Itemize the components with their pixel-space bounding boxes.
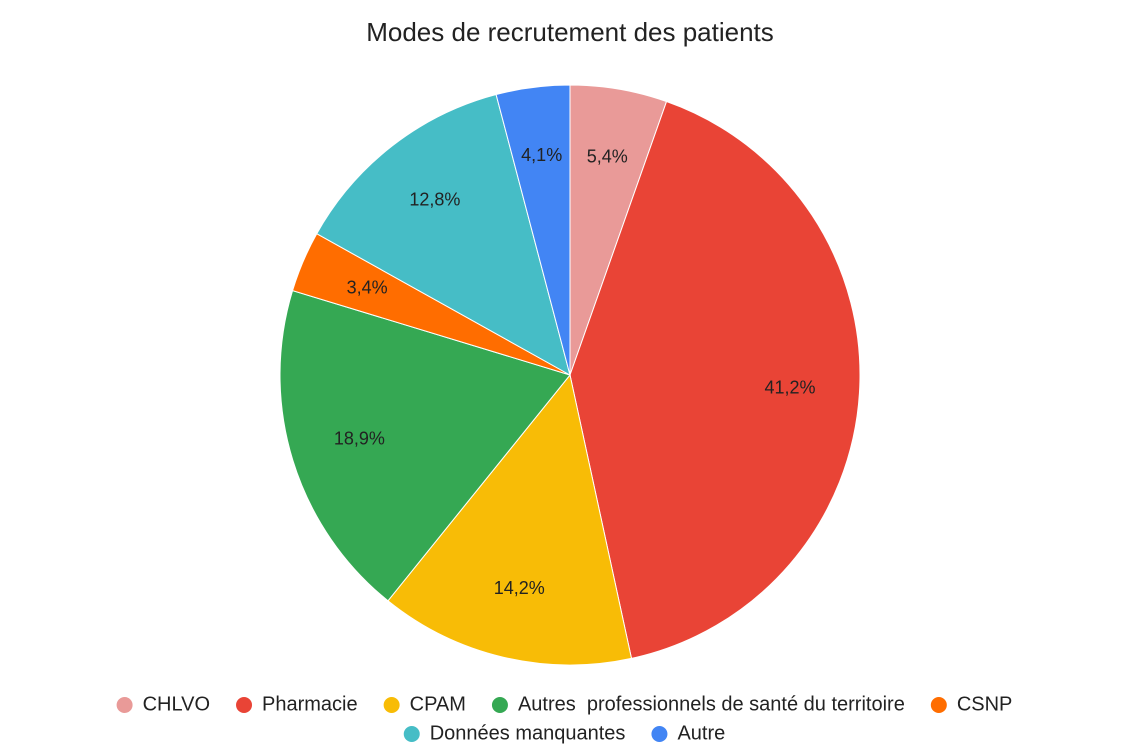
legend-text: CPAM xyxy=(410,693,466,715)
legend-marker xyxy=(930,697,947,713)
legend-text: CHLVO xyxy=(143,693,210,715)
slice-label: 41,2% xyxy=(764,378,815,398)
slice-label: 18,9% xyxy=(334,429,385,449)
legend-marker xyxy=(116,697,133,713)
pie-slice xyxy=(387,373,633,666)
pie-slice xyxy=(279,289,571,602)
slice-label: 4,1% xyxy=(521,145,562,165)
pie-slice xyxy=(316,93,571,377)
slice-label: 14,2% xyxy=(494,578,545,598)
legend-text: Pharmacie xyxy=(262,693,358,715)
pie-slice xyxy=(495,84,571,376)
slice-label: 3,4% xyxy=(347,277,388,297)
legend-marker xyxy=(491,697,508,713)
chart-title: Modes de recrutement des patients xyxy=(366,17,774,47)
slice-label: 12,8% xyxy=(409,190,460,210)
legend-marker xyxy=(236,697,253,713)
legend-text: Autre xyxy=(677,722,725,744)
legend-marker xyxy=(403,726,420,742)
slice-label: 5,4% xyxy=(587,147,628,167)
legend-text: CSNP xyxy=(957,693,1013,715)
legend-text: Autres professionnels de santé du territ… xyxy=(518,693,905,715)
legend-marker xyxy=(651,726,668,742)
legend-marker xyxy=(383,697,400,713)
legend-text: Données manquantes xyxy=(430,722,626,744)
pie-slice xyxy=(569,100,861,660)
